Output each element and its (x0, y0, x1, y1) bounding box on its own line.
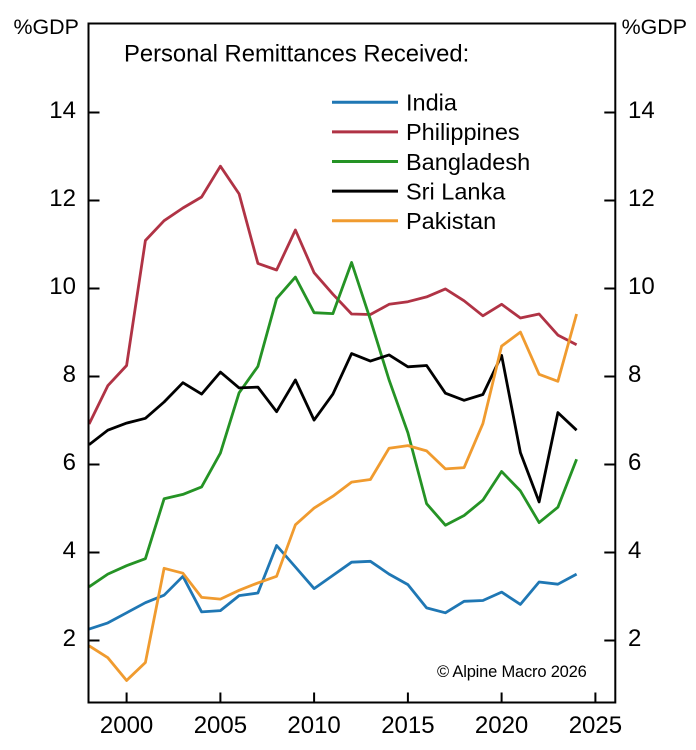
svg-text:12: 12 (628, 185, 655, 212)
svg-text:%GDP: %GDP (14, 15, 79, 39)
svg-text:Personal Remittances Received:: Personal Remittances Received: (124, 41, 469, 68)
svg-text:8: 8 (628, 361, 641, 388)
svg-text:12: 12 (49, 185, 76, 212)
svg-text:2005: 2005 (194, 712, 247, 739)
svg-text:2: 2 (63, 625, 76, 652)
svg-text:© Alpine Macro 2026: © Alpine Macro 2026 (437, 663, 587, 681)
svg-text:%GDP: %GDP (622, 15, 687, 39)
svg-text:2010: 2010 (287, 712, 340, 739)
svg-text:Pakistan: Pakistan (406, 208, 496, 234)
svg-text:India: India (406, 90, 458, 116)
svg-text:2025: 2025 (569, 712, 622, 739)
svg-text:Bangladesh: Bangladesh (406, 149, 530, 175)
svg-text:10: 10 (628, 273, 655, 300)
svg-text:14: 14 (628, 97, 655, 124)
svg-text:8: 8 (63, 361, 76, 388)
svg-text:4: 4 (63, 537, 76, 564)
svg-text:2000: 2000 (100, 712, 153, 739)
svg-text:2020: 2020 (475, 712, 528, 739)
svg-text:2015: 2015 (381, 712, 434, 739)
svg-text:10: 10 (49, 273, 76, 300)
svg-text:Philippines: Philippines (406, 119, 520, 145)
svg-text:6: 6 (63, 449, 76, 476)
svg-text:6: 6 (628, 449, 641, 476)
svg-text:4: 4 (628, 537, 641, 564)
svg-text:2: 2 (628, 625, 641, 652)
svg-text:Sri Lanka: Sri Lanka (406, 178, 506, 204)
svg-text:14: 14 (49, 97, 76, 124)
